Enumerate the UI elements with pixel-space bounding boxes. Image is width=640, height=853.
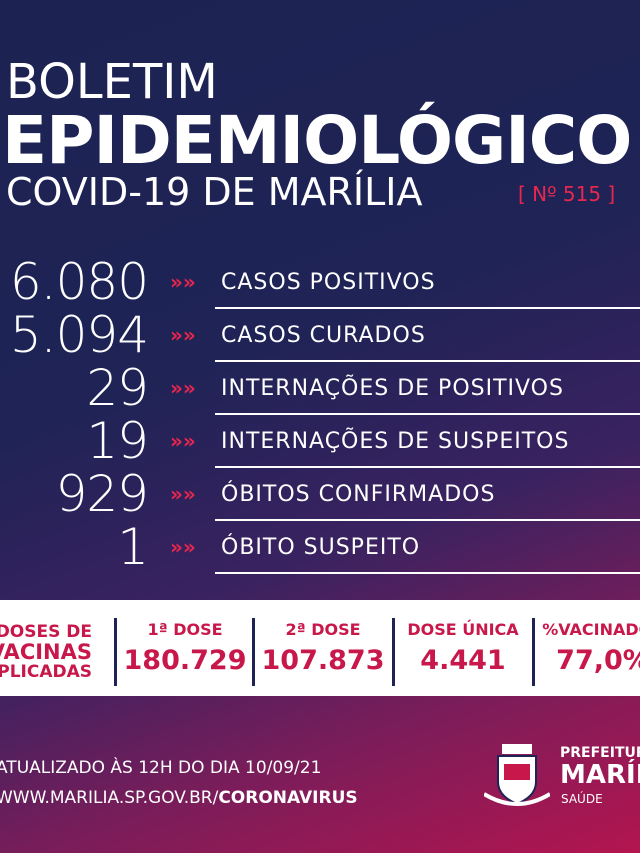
vaccine-item: %VACINADOS 77,0% [538, 620, 640, 676]
site-bold: CORONAVIRUS [218, 788, 358, 808]
separator [532, 618, 535, 686]
stat-row: 6.080 »» CASOS POSITIVOS [0, 256, 640, 309]
vaccine-label: 1ª DOSE [147, 620, 223, 639]
t: DOSES DE [0, 622, 92, 642]
vaccine-label: DOSE ÚNICA [407, 620, 519, 639]
chevron: »» [170, 535, 196, 559]
chevron: »» [170, 429, 196, 453]
t: APLICADAS [0, 662, 92, 682]
bulletin-number: [ Nº 515 ] [518, 182, 616, 206]
stat-row: 19 »» INTERNAÇÕES DE SUSPEITOS [0, 415, 640, 468]
stat-value: 6.080 [9, 253, 149, 311]
coat-of-arms [484, 744, 550, 806]
stat-value: 929 [55, 465, 149, 523]
rule [215, 572, 640, 574]
stat-label: INTERNAÇÕES DE SUSPEITOS [221, 429, 570, 454]
vaccine-item: DOSE ÚNICA 4.441 [398, 620, 528, 676]
stat-label: CASOS POSITIVOS [221, 270, 436, 295]
site: WWW.MARILIA.SP.GOV.BR/ [0, 788, 219, 808]
vaccine-label: 2ª DOSE [285, 620, 361, 639]
website: WWW.MARILIA.SP.GOV.BR/CORONAVIRUS [0, 788, 358, 808]
separator [114, 618, 117, 686]
chevron: »» [170, 482, 196, 506]
vaccine-value: 180.729 [123, 645, 247, 676]
vaccine-item: 1ª DOSE 180.729 [120, 620, 250, 676]
separator [392, 618, 395, 686]
vaccine-band: DOSES DEVACINASAPLICADAS 1ª DOSE 180.729 2… [0, 600, 640, 696]
vaccine-label: %VACINADOS [542, 620, 640, 639]
chevron: »» [170, 323, 196, 347]
title-1: BOLETIM [6, 54, 218, 110]
stat-value: 1 [117, 518, 149, 576]
t: VACINAS [0, 640, 92, 664]
chevron: »» [170, 376, 196, 400]
vaccine-value: 4.441 [420, 645, 506, 676]
stat-label: CASOS CURADOS [221, 323, 426, 348]
stat-value: 19 [86, 412, 149, 470]
rule [215, 413, 640, 415]
org: MARÍLIA [560, 760, 640, 790]
vaccine-item: 2ª DOSE 107.873 [258, 620, 388, 676]
stat-row: 1 »» ÓBITO SUSPEITO [0, 521, 640, 574]
rule [215, 519, 640, 521]
stat-value: 5.094 [9, 306, 149, 364]
stat-row: 29 »» INTERNAÇÕES DE POSITIVOS [0, 362, 640, 415]
rule [215, 466, 640, 468]
org: PREFEITURA [560, 745, 640, 761]
stat-value: 29 [86, 359, 149, 417]
stat-label: INTERNAÇÕES DE POSITIVOS [221, 376, 564, 401]
updated: ATUALIZADO ÀS 12H DO DIA 10/09/21 [0, 758, 322, 778]
rule [215, 307, 640, 309]
rule [215, 360, 640, 362]
stat-label: ÓBITOS CONFIRMADOS [221, 482, 496, 507]
title-3: COVID-19 DE MARÍLIA [6, 170, 423, 214]
stat-label: ÓBITO SUSPEITO [221, 535, 421, 560]
vaccine-value: 77,0% [556, 645, 640, 676]
separator [252, 618, 255, 686]
stat-row: 5.094 »» CASOS CURADOS [0, 309, 640, 362]
chevron: »» [170, 270, 196, 294]
vaccine-value: 107.873 [261, 645, 385, 676]
stat-row: 929 »» ÓBITOS CONFIRMADOS [0, 468, 640, 521]
org: SAÚDE [561, 792, 603, 806]
vaccine-title: DOSES DEVACINASAPLICADAS [0, 622, 92, 682]
title-2: EPIDEMIOLÓGICO [2, 102, 632, 179]
